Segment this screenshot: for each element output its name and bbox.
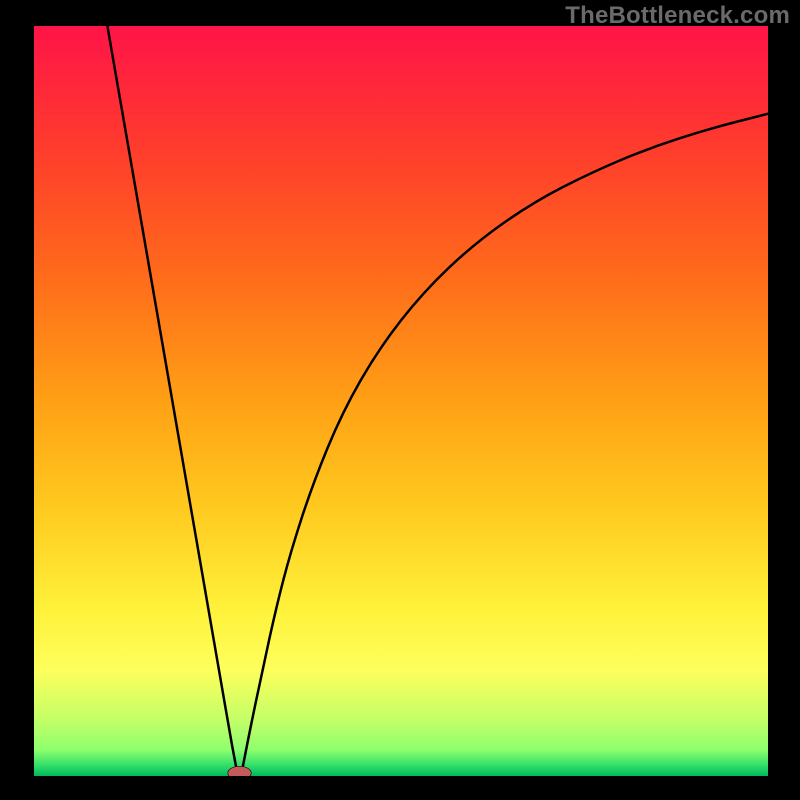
plot-background <box>34 26 768 776</box>
plot-area <box>34 26 768 776</box>
plot-svg <box>34 26 768 776</box>
watermark-text: TheBottleneck.com <box>565 2 790 30</box>
chart-stage: TheBottleneck.com <box>0 0 800 800</box>
